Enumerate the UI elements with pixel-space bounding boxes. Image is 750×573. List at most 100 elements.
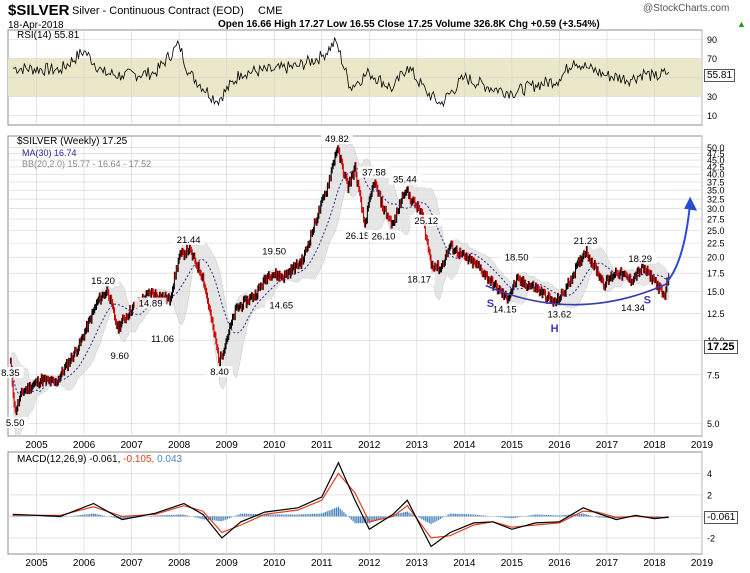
price-annotation: 37.58: [362, 168, 386, 179]
year-tick-label: 2010: [263, 440, 286, 451]
year-tick-label: 2005: [25, 440, 48, 451]
year-tick-label: 2016: [548, 440, 571, 451]
year-tick-label: 2013: [406, 558, 429, 569]
price-annotation: 11.06: [151, 334, 174, 345]
rsi-tick-label: 10: [707, 111, 717, 121]
macd-value-tag: -0.061: [704, 511, 739, 524]
rsi-value-tag: 55.81: [704, 69, 736, 82]
year-tick-label: 2011: [311, 440, 333, 451]
macd-label-prefix: MACD(12,26,9) -0.061,: [17, 454, 121, 465]
year-tick-label: 2010: [263, 558, 286, 569]
year-tick-label: 2018: [643, 440, 666, 451]
axis-labels: 907050301050.047.545.042.540.037.535.032…: [25, 35, 724, 569]
price-label-bg: [388, 173, 421, 185]
year-tick-label: 2015: [501, 440, 524, 451]
year-tick-label: 2007: [120, 440, 143, 451]
year-tick-label: 2012: [358, 440, 381, 451]
price-label-bg: [500, 251, 533, 263]
chart-description: Silver - Continuous Contract (EOD): [72, 5, 244, 17]
price-tick-label: 45.0: [707, 156, 725, 166]
macd-tick-label: 2: [707, 490, 712, 500]
price-annotation: 26.15: [345, 231, 369, 242]
ma30-line: [9, 168, 669, 395]
price-annotation: 13.62: [548, 309, 572, 320]
price-annotation: 8.40: [210, 367, 229, 378]
price-value-tag: 17.25: [704, 340, 738, 354]
year-tick-label: 2018: [643, 558, 666, 569]
rsi-tick-label: 70: [707, 54, 717, 64]
price-label-bg: [367, 230, 400, 242]
rsi-tick-label: 90: [707, 35, 717, 45]
macd-tick-label: -2: [707, 533, 715, 543]
price-label-bg: [87, 275, 120, 287]
price-annotation: 49.82: [325, 134, 349, 145]
price-tick-label: 42.5: [707, 162, 725, 172]
price-tick-label: 12.5: [707, 309, 725, 319]
price-label-bg: [341, 230, 374, 242]
price-tick-label: 17.5: [707, 269, 725, 279]
arrow-head-icon: [684, 196, 698, 211]
rsi-tick-label: 30: [707, 92, 717, 102]
pattern-letter: S: [644, 294, 651, 306]
price-label-bg: [410, 214, 443, 226]
price-label-bg: [146, 333, 179, 345]
pattern-letter: S: [487, 298, 494, 310]
price-label-bg: [265, 299, 298, 311]
ma-label: MA(30) 16.74: [22, 148, 77, 158]
macd-signal-line: [12, 472, 669, 539]
price-tick-label: 5.0: [707, 419, 720, 429]
macd-label: MACD(12,26,9) -0.061, -0.105, 0.043: [17, 454, 182, 465]
price-tick-label: 37.5: [707, 177, 725, 187]
price-annotation: 8.35: [1, 368, 20, 379]
price-label-bg: [569, 235, 602, 247]
year-tick-label: 2007: [120, 558, 143, 569]
macd-histogram-value: 0.043: [157, 454, 183, 465]
macd-panel-frame: [7, 451, 703, 555]
price-tick-label: 40.0: [707, 170, 725, 180]
year-tick-label: 2014: [453, 558, 476, 569]
price-label-bg: [617, 302, 650, 314]
price-label-bg: [624, 252, 657, 264]
price-tick-label: 22.5: [707, 239, 725, 249]
neckline-arc: [485, 283, 667, 306]
chart-date: 18-Apr-2018: [8, 20, 64, 31]
price-label-bg: [206, 366, 233, 378]
price-annotation: 14.34: [621, 303, 645, 314]
year-tick-label: 2017: [596, 440, 619, 451]
price-annotation: 14.15: [493, 305, 517, 316]
price-label-bg: [320, 132, 353, 144]
pattern-letter: H: [551, 323, 559, 335]
year-tick-label: 2006: [73, 440, 96, 451]
price-annotation: 18.50: [505, 253, 529, 264]
price-annotation: 21.23: [574, 236, 598, 247]
bb-label: BB(20,2.0) 15.77 - 16.64 - 17.52: [22, 159, 152, 169]
annotations: 8.35 5.50 15.20 9.60 14.89 11.06 21.44 8.40 19.5…: [0, 132, 698, 429]
price-annotation: 18.17: [407, 275, 431, 286]
year-tick-label: 2019: [691, 558, 714, 569]
price-label-bg: [258, 245, 291, 257]
price-label-bg: [1, 416, 29, 428]
year-tick-label: 2009: [216, 440, 239, 451]
year-tick-label: 2005: [25, 558, 48, 569]
year-tick-label: 2015: [501, 558, 524, 569]
price-tick-label: 15.0: [707, 287, 725, 297]
price-label-bg: [0, 366, 24, 378]
year-tick-label: 2019: [691, 440, 714, 451]
price-label-bg: [358, 166, 391, 178]
exchange-label: CME: [258, 5, 283, 17]
price-tick-label: 27.5: [707, 215, 725, 225]
quote-line: Open 16.66 High 17.27 Low 16.55 Close 17…: [218, 19, 600, 30]
price-annotation: 35.44: [393, 175, 417, 186]
price-annotation: 26.10: [372, 231, 396, 242]
price-annotation: 5.50: [6, 418, 25, 429]
projection-arrow: [665, 202, 692, 284]
price-annotation: 19.50: [262, 246, 286, 257]
macd-tick-label: 4: [707, 469, 712, 479]
price-annotation: 14.89: [139, 299, 163, 310]
macd-line: [12, 461, 669, 548]
price-tick-label: 7.5: [707, 370, 720, 380]
year-tick-label: 2011: [311, 558, 333, 569]
year-tick-label: 2017: [596, 558, 619, 569]
price-tick-label: 25.0: [707, 226, 725, 236]
